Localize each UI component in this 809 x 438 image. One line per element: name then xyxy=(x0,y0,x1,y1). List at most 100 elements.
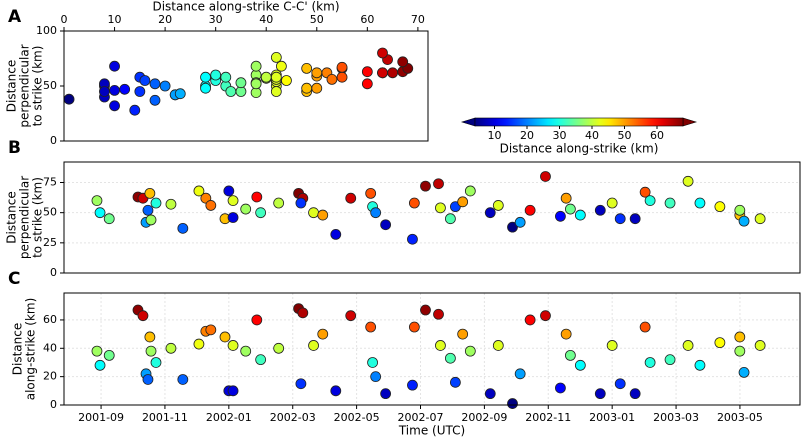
point xyxy=(433,308,444,320)
y-tick-label: 25 xyxy=(43,236,57,249)
point xyxy=(317,328,329,340)
point xyxy=(326,74,338,85)
point xyxy=(223,185,235,197)
point xyxy=(297,307,309,319)
point xyxy=(227,212,239,223)
point xyxy=(738,366,750,378)
point xyxy=(200,71,211,83)
point xyxy=(91,345,103,357)
point xyxy=(311,82,323,94)
x-tick-label: 2003-01 xyxy=(589,411,635,424)
point xyxy=(273,197,285,209)
point xyxy=(109,60,120,72)
point xyxy=(336,61,348,73)
point xyxy=(144,331,156,343)
point xyxy=(142,374,154,385)
point xyxy=(295,197,307,209)
colorbar-high xyxy=(682,117,698,127)
point xyxy=(240,345,252,357)
point xyxy=(664,354,676,366)
point xyxy=(301,82,313,94)
point xyxy=(365,321,377,333)
y-tick-label: 50 xyxy=(43,79,57,92)
point xyxy=(444,352,456,364)
point xyxy=(433,178,444,190)
point xyxy=(484,388,496,400)
y-axis-label: along-strike (km) xyxy=(24,298,38,401)
y-axis-label: to strike (km) xyxy=(31,46,45,127)
point xyxy=(639,321,651,333)
y-tick-label: 0 xyxy=(50,398,57,411)
point xyxy=(564,203,576,215)
y-tick-label: 50 xyxy=(43,206,57,219)
point xyxy=(145,214,157,226)
point xyxy=(629,213,641,225)
point xyxy=(574,209,586,221)
point xyxy=(109,100,120,112)
x-tick-label: 60 xyxy=(360,13,374,26)
point xyxy=(734,204,746,216)
point xyxy=(365,187,377,199)
y-tick-label: 20 xyxy=(43,370,57,383)
point xyxy=(174,88,186,100)
colorbar-tick-label: 40 xyxy=(585,129,599,142)
x-tick-label: 50 xyxy=(310,13,324,26)
point xyxy=(377,67,388,79)
colorbar-tick-label: 50 xyxy=(618,129,632,142)
colorbar-low xyxy=(460,117,476,127)
x-tick-label: 20 xyxy=(158,13,172,26)
y-axis-label: Distance xyxy=(5,60,19,112)
point xyxy=(564,349,576,361)
point xyxy=(734,345,746,357)
point xyxy=(139,75,151,86)
colorbar xyxy=(474,117,684,127)
point xyxy=(464,345,476,357)
point xyxy=(377,47,388,59)
point xyxy=(227,385,239,397)
point xyxy=(444,213,456,225)
y-axis-label: perpendicular xyxy=(18,176,32,259)
x-tick-label: 40 xyxy=(259,13,273,26)
point xyxy=(227,340,239,351)
x-tick-label: 10 xyxy=(108,13,122,26)
point xyxy=(408,321,420,333)
point xyxy=(150,357,162,368)
point xyxy=(159,80,171,92)
point xyxy=(435,340,446,351)
y-tick-label: 75 xyxy=(43,176,57,189)
y-axis-label: Distance xyxy=(11,323,25,375)
point xyxy=(507,398,518,409)
point xyxy=(240,203,252,215)
point xyxy=(397,56,409,68)
point xyxy=(251,191,263,203)
point xyxy=(606,197,618,209)
panel-label: B xyxy=(8,138,21,158)
point xyxy=(594,204,606,216)
point xyxy=(644,195,656,207)
point xyxy=(387,67,399,79)
plot-frame xyxy=(63,292,801,406)
x-tick-label: 2002-01 xyxy=(206,411,252,424)
point xyxy=(367,357,378,368)
y-axis-label: to strike (km) xyxy=(31,177,45,258)
point xyxy=(142,204,154,216)
x-tick-label: 2003-03 xyxy=(653,411,699,424)
point xyxy=(227,195,239,207)
point xyxy=(484,207,496,219)
point xyxy=(165,198,177,210)
point xyxy=(507,221,518,233)
x-axis-label: Distance along-strike C-C' (km) xyxy=(152,0,339,14)
point xyxy=(94,359,106,371)
y-axis-label: perpendicular xyxy=(18,44,32,127)
point xyxy=(694,197,706,209)
point xyxy=(308,207,319,219)
point xyxy=(270,52,282,63)
x-tick-label: 2002-11 xyxy=(525,411,571,424)
point xyxy=(540,310,551,322)
x-tick-label: 30 xyxy=(209,13,223,26)
point xyxy=(149,78,161,90)
panel-label: A xyxy=(8,7,22,27)
point xyxy=(614,213,626,225)
point xyxy=(714,201,726,213)
point xyxy=(682,340,694,351)
